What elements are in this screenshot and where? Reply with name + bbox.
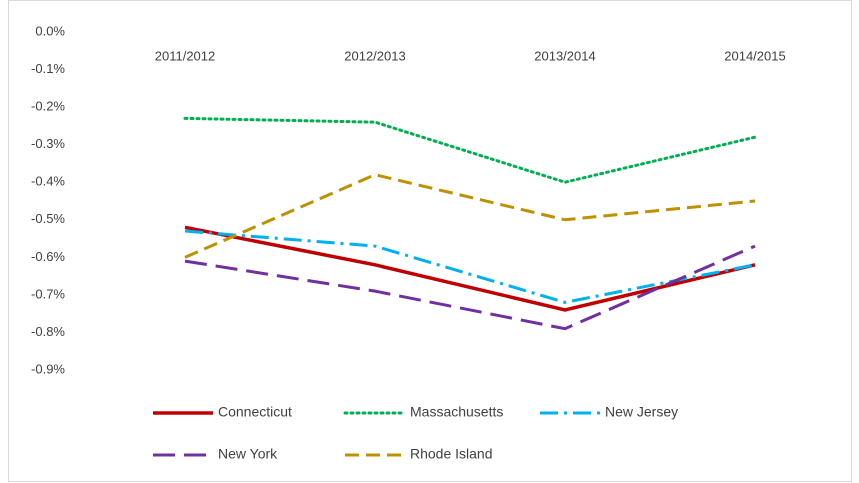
legend-label: New Jersey — [605, 404, 678, 420]
y-tick-label: 0.0% — [35, 23, 65, 38]
legend-label: Connecticut — [218, 404, 292, 420]
y-tick-label: -0.8% — [31, 324, 65, 339]
y-tick-label: -0.6% — [31, 249, 65, 264]
y-tick-label: -0.4% — [31, 174, 65, 189]
series-line — [184, 225, 756, 312]
legend-label: New York — [218, 446, 278, 462]
y-tick-label: -0.7% — [31, 286, 65, 301]
y-tick-label: -0.2% — [31, 99, 65, 114]
x-tick-label: 2011/2012 — [155, 48, 216, 63]
series-line — [184, 173, 756, 259]
y-tick-label: -0.5% — [31, 211, 65, 226]
legend-label: Rhode Island — [410, 446, 493, 462]
x-tick-label: 2014/2015 — [724, 48, 785, 63]
series-line — [184, 244, 756, 331]
legend-label: Massachusetts — [410, 404, 503, 420]
series-line — [183, 116, 757, 184]
y-tick-label: -0.3% — [31, 136, 65, 151]
y-tick-label: -0.9% — [31, 361, 65, 376]
y-tick-label: -0.1% — [31, 61, 65, 76]
series-line — [184, 229, 756, 304]
chart-frame — [8, 0, 852, 482]
x-tick-label: 2012/2013 — [344, 48, 405, 63]
x-tick-label: 2013/2014 — [534, 48, 595, 63]
